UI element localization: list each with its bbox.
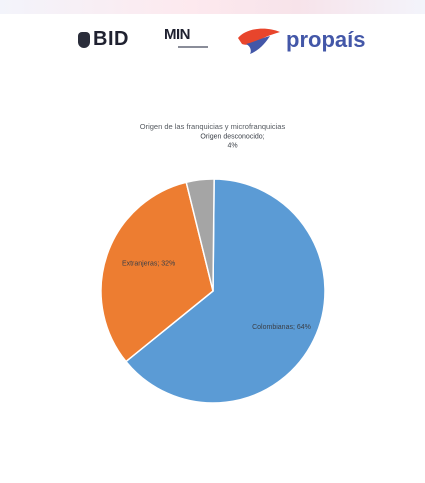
slice-label-colombianas: Colombianas; 64%	[252, 324, 311, 331]
bid-logo-text: BID	[93, 28, 129, 50]
propais-logo: propaís	[236, 24, 366, 58]
chart-title: Origen de las franquicias y microfranqui…	[139, 122, 286, 131]
slice-label-extranjeras: Extranjeras; 32%	[122, 260, 175, 267]
propais-swoosh-icon	[238, 28, 280, 54]
pie-svg: Colombianas; 64% Extranjeras; 32% Origen d…	[100, 133, 326, 404]
slice-label-origen-desconocido: Origen desconocido; 4%	[200, 133, 264, 149]
header-band	[0, 0, 425, 14]
bid-emblem-icon	[78, 31, 90, 48]
bid-logo: BID	[78, 28, 129, 51]
propais-logo-text: propaís	[286, 27, 366, 52]
min-logo-underline	[178, 46, 208, 48]
pie-slice-origen-desconocido	[185, 178, 215, 292]
min-logo-text: MIN	[164, 26, 191, 43]
min-logo: MIN	[164, 26, 218, 54]
pie-slice-extranjeras	[100, 181, 214, 363]
logo-bar: BID MIN propaís	[0, 18, 425, 64]
pie-chart: Origen de las franquicias y microfranqui…	[0, 110, 425, 430]
pie-slice-colombianas	[124, 178, 326, 404]
